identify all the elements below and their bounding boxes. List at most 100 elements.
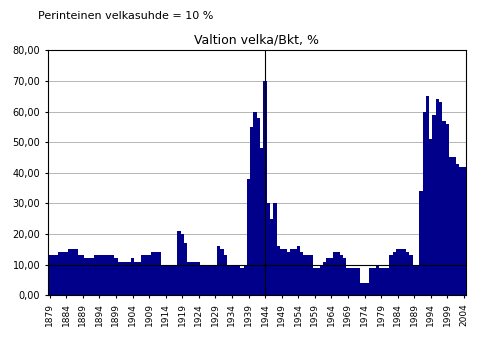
Bar (349, 268, 353, 295)
Bar (104, 256, 108, 295)
Bar (194, 261, 197, 295)
Bar (393, 252, 396, 295)
Bar (114, 258, 118, 295)
Bar (459, 167, 462, 295)
Bar (124, 261, 128, 295)
Bar (227, 265, 230, 295)
Bar (177, 231, 180, 295)
Bar (84, 258, 88, 295)
Bar (439, 102, 443, 295)
Bar (243, 265, 247, 295)
Bar (379, 268, 383, 295)
Bar (270, 219, 274, 295)
Bar (141, 256, 144, 295)
Bar (118, 261, 121, 295)
Bar (283, 249, 287, 295)
Bar (147, 256, 151, 295)
Bar (48, 256, 51, 295)
Bar (91, 258, 95, 295)
Bar (191, 261, 194, 295)
Bar (253, 112, 257, 295)
Bar (157, 252, 161, 295)
Bar (184, 243, 187, 295)
Bar (287, 252, 290, 295)
Bar (207, 265, 210, 295)
Bar (446, 124, 449, 295)
Bar (343, 258, 346, 295)
Bar (214, 265, 217, 295)
Bar (250, 127, 253, 295)
Bar (320, 265, 323, 295)
Bar (101, 256, 104, 295)
Bar (432, 114, 436, 295)
Bar (333, 252, 336, 295)
Bar (422, 112, 426, 295)
Bar (201, 265, 204, 295)
Title: Valtion velka/Bkt, %: Valtion velka/Bkt, % (194, 33, 319, 46)
Bar (137, 261, 141, 295)
Bar (456, 163, 459, 295)
Bar (340, 256, 343, 295)
Bar (71, 249, 74, 295)
Bar (449, 158, 452, 295)
Bar (293, 249, 297, 295)
Bar (58, 252, 61, 295)
Bar (224, 256, 227, 295)
Bar (108, 256, 111, 295)
Bar (356, 268, 360, 295)
Bar (210, 265, 214, 295)
Bar (144, 256, 147, 295)
Bar (360, 283, 363, 295)
Bar (396, 249, 399, 295)
Bar (78, 256, 81, 295)
Bar (406, 252, 409, 295)
Bar (55, 256, 58, 295)
Bar (121, 261, 124, 295)
Bar (416, 265, 419, 295)
Bar (429, 139, 432, 295)
Bar (300, 252, 303, 295)
Bar (230, 265, 234, 295)
Bar (336, 252, 340, 295)
Bar (267, 203, 270, 295)
Bar (180, 234, 184, 295)
Bar (389, 256, 393, 295)
Bar (436, 99, 439, 295)
Bar (257, 118, 260, 295)
Bar (197, 261, 201, 295)
Bar (154, 252, 157, 295)
Bar (313, 268, 316, 295)
Bar (346, 268, 349, 295)
Bar (426, 96, 429, 295)
Bar (326, 258, 330, 295)
Bar (366, 283, 370, 295)
Bar (170, 265, 174, 295)
Bar (274, 203, 276, 295)
Bar (323, 261, 326, 295)
Bar (111, 256, 114, 295)
Bar (151, 252, 154, 295)
Bar (363, 283, 366, 295)
Bar (316, 268, 320, 295)
Bar (409, 256, 413, 295)
Bar (217, 246, 220, 295)
Bar (307, 256, 310, 295)
Bar (164, 265, 168, 295)
Bar (134, 261, 137, 295)
Text: Perinteinen velkasuhde = 10 %: Perinteinen velkasuhde = 10 % (38, 11, 214, 21)
Bar (247, 179, 250, 295)
Bar (74, 249, 78, 295)
Bar (220, 249, 224, 295)
Bar (161, 265, 164, 295)
Bar (370, 268, 373, 295)
Bar (95, 256, 98, 295)
Bar (174, 265, 177, 295)
Bar (128, 261, 131, 295)
Bar (413, 265, 416, 295)
Bar (280, 249, 283, 295)
Bar (61, 252, 65, 295)
Bar (260, 148, 264, 295)
Bar (452, 158, 456, 295)
Bar (51, 256, 55, 295)
Bar (98, 256, 101, 295)
